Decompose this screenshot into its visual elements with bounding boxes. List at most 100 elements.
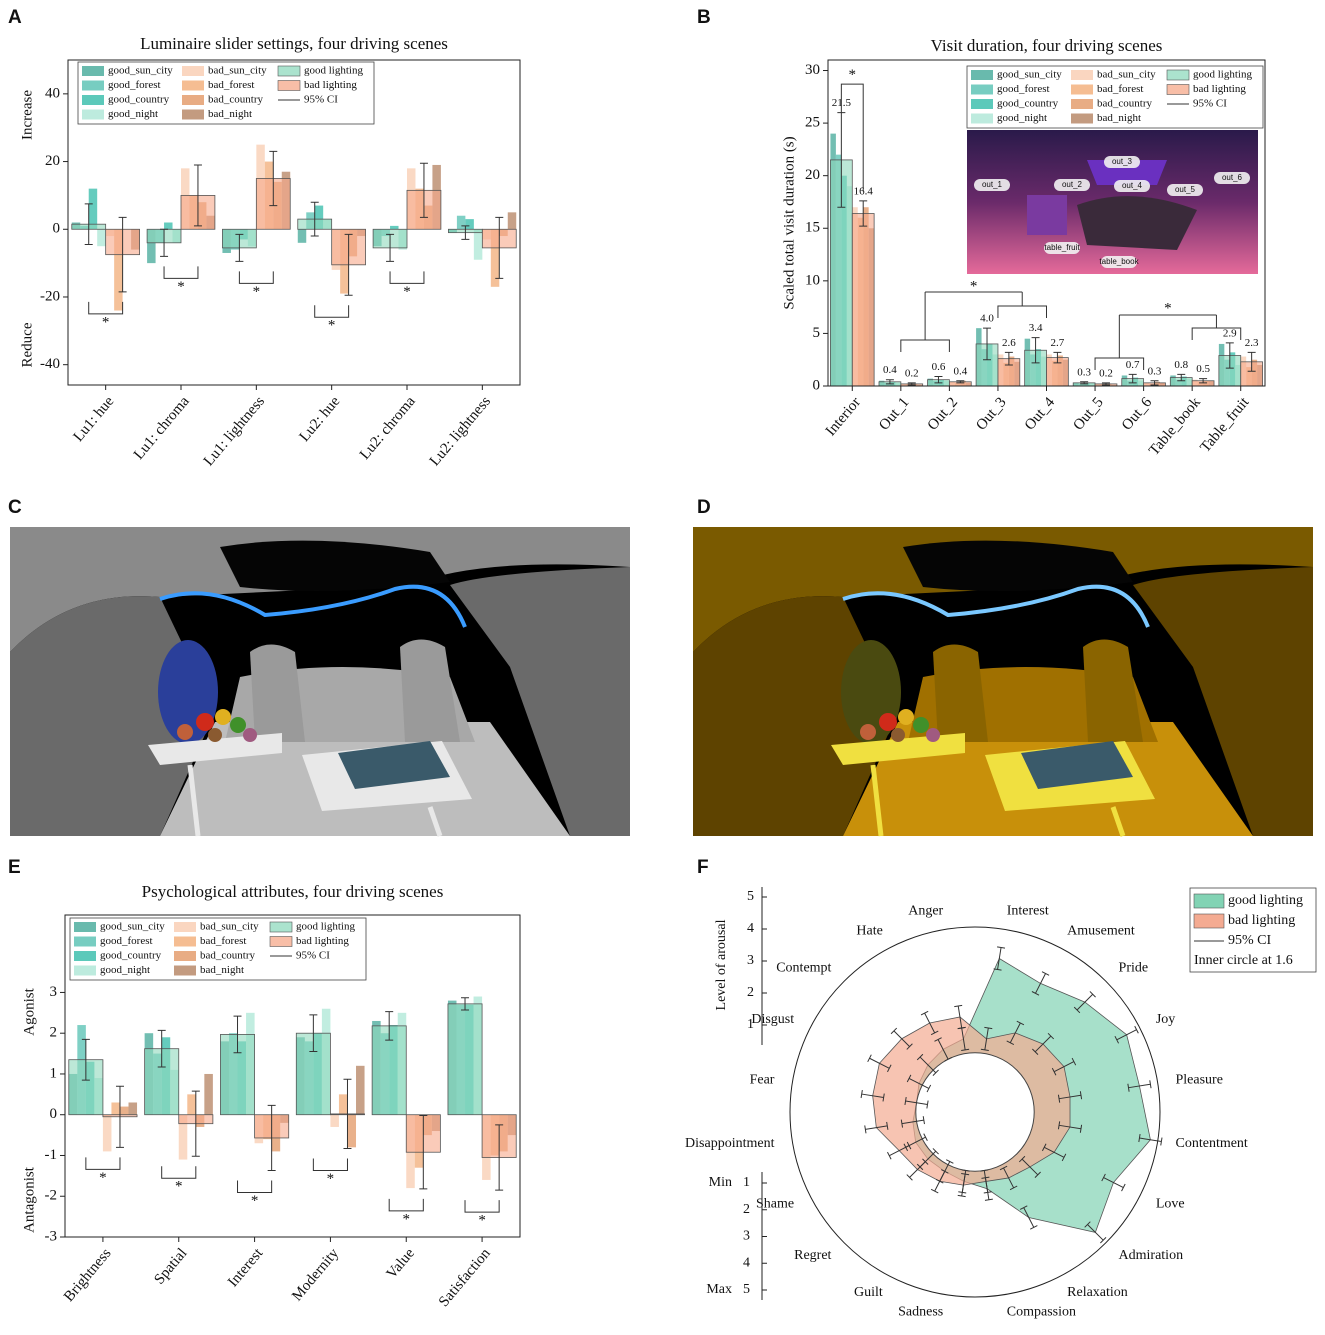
legend-swatch [1071, 113, 1093, 124]
error-bar [343, 1078, 352, 1150]
scene-bar [490, 229, 500, 287]
value-label: 0.2 [1099, 367, 1113, 379]
y-annotation: Antagonist [21, 1166, 37, 1233]
scene-bar [187, 1094, 196, 1115]
x-tick-label: Lu1: lightness [201, 393, 268, 469]
error-bar [233, 1015, 242, 1054]
inset-tag [1104, 156, 1140, 168]
panel-label: D [697, 497, 711, 518]
inset-label: table_fruit [1044, 243, 1080, 252]
inset-shape [1027, 195, 1067, 235]
scene-bar [204, 1073, 213, 1115]
scene-bar [178, 1114, 188, 1160]
scene-bar [88, 188, 98, 230]
radar-label: Contentment [1176, 1136, 1248, 1151]
error-bar [1127, 1080, 1152, 1092]
legend-swatch [74, 965, 96, 976]
x-tick-label: Out_6 [1119, 394, 1156, 433]
legend-swatch [174, 965, 196, 976]
error-bar [1225, 342, 1234, 369]
legend-label: good_sun_city [997, 69, 1062, 81]
error-bar [980, 1169, 992, 1194]
scene-bar [465, 219, 474, 230]
radar-label: Joy [1156, 1012, 1175, 1027]
legend-label: bad_sun_city [1097, 69, 1156, 81]
error-bar [1199, 378, 1208, 384]
error-bar [344, 233, 353, 296]
legend-label: bad_country [200, 950, 255, 962]
error-bar [867, 1054, 892, 1073]
legend-label: good_sun_city [108, 65, 173, 77]
legend-swatch [1193, 913, 1225, 929]
legend-label: bad lighting [1228, 913, 1295, 928]
legend-swatch [182, 95, 204, 105]
error-bar [1031, 1032, 1055, 1056]
legend-swatch [174, 936, 196, 947]
error-bar [916, 1053, 939, 1076]
legend-swatch [1071, 99, 1093, 109]
error-bar [954, 1004, 966, 1030]
error-bar [310, 201, 319, 237]
legend-swatch [1193, 893, 1225, 909]
plot-frame [67, 59, 521, 386]
legend-swatch [1166, 84, 1190, 95]
legend-swatch [277, 80, 301, 91]
y-tick-label: -20 [40, 288, 60, 304]
legend-label: good_country [100, 950, 162, 962]
legend-box [69, 917, 367, 981]
legend-label: 95% CI [296, 950, 330, 962]
inset-shape [1077, 196, 1197, 250]
error-bar [890, 1027, 913, 1050]
y-tick-label: 15 [805, 220, 820, 236]
significance-label: * [102, 314, 110, 330]
error-bar [419, 162, 428, 218]
value-label: 0.7 [1126, 359, 1140, 371]
legend-swatch [182, 80, 204, 91]
inset-tag [1114, 180, 1150, 192]
radar-label: Disappointment [685, 1136, 775, 1151]
significance-bracket [161, 1166, 197, 1179]
legend-label: good lighting [1193, 69, 1252, 81]
scene-bar [111, 1102, 120, 1115]
y-tick-label: 20 [45, 153, 60, 169]
value-label: 0.4 [953, 365, 967, 377]
significance-bracket [1094, 314, 1242, 370]
significance-label: * [403, 284, 411, 300]
error-bar [461, 997, 470, 1011]
error-bar [1041, 1143, 1067, 1162]
significance-label: * [849, 67, 857, 83]
render-image-d [693, 527, 1313, 836]
inset-tag [1214, 172, 1250, 184]
legend-swatch [74, 922, 96, 932]
legend-label: bad_night [200, 964, 244, 976]
significance-bracket [900, 291, 1047, 352]
legend-label: good_forest [997, 83, 1050, 95]
legend-swatch [174, 922, 196, 932]
significance-bracket [88, 301, 124, 315]
error-bar [461, 225, 470, 240]
radar-outer [789, 926, 1161, 1298]
error-bar [160, 228, 169, 257]
inset-label: table_book [1099, 257, 1139, 266]
scene-bar [164, 222, 173, 230]
inner-circle [915, 1052, 1035, 1172]
y-axis-label: Scaled total visit duration (s) [781, 136, 797, 309]
error-bar [1057, 1091, 1083, 1103]
inset-tag [974, 179, 1010, 191]
render-image-c [10, 527, 630, 836]
x-tick-label: Interest [225, 1245, 267, 1290]
radar-label: Regret [794, 1248, 831, 1263]
legend-swatch [1071, 70, 1093, 80]
panel-label: A [8, 7, 22, 28]
error-bar [191, 1090, 200, 1157]
inset-tag [1044, 242, 1080, 254]
scene-bar [330, 1114, 339, 1127]
significance-bracket [389, 271, 425, 284]
error-bar [495, 1124, 504, 1191]
value-label: 2.3 [1245, 337, 1259, 349]
panel-label: E [8, 857, 21, 878]
error-bar [84, 203, 93, 246]
error-bar [956, 380, 965, 384]
y-tick-label: 0 [53, 221, 61, 237]
